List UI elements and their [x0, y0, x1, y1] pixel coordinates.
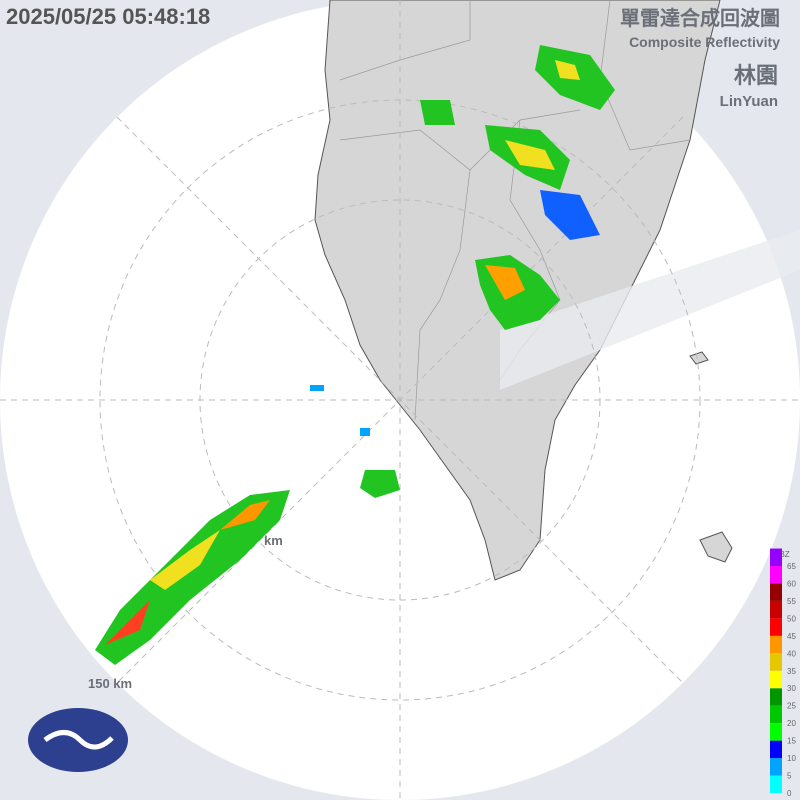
legend-swatch — [770, 670, 782, 689]
legend-swatch — [770, 705, 782, 724]
echoes — [95, 45, 615, 665]
legend: 0 5 10 15 20 25 30 35 40 45 50 55 60 65 — [770, 548, 796, 798]
beam-blockage — [500, 230, 800, 390]
legend-swatch — [770, 548, 782, 566]
legend-swatch — [770, 635, 782, 654]
legend-swatch — [770, 566, 782, 584]
legend-swatch — [770, 600, 782, 619]
island — [699, 531, 733, 563]
legend-tick-label: 60 — [787, 579, 796, 588]
legend-tick-label: 65 — [787, 562, 796, 571]
legend-tick-label: 45 — [787, 632, 796, 641]
legend-swatch — [770, 775, 782, 793]
title-zh: 單雷達合成回波圖 — [620, 6, 780, 30]
legend-tick-label: 40 — [787, 649, 796, 658]
station-zh: 林園 — [734, 63, 778, 88]
logo — [28, 708, 128, 772]
ring-label: 150 km — [88, 676, 132, 691]
legend-swatch — [770, 723, 782, 741]
legend-tick-label: 55 — [787, 597, 796, 606]
legend-swatch — [770, 583, 782, 601]
legend-swatch — [770, 653, 782, 671]
legend-tick-label: 30 — [787, 684, 796, 693]
legend-tick-label: 15 — [787, 737, 796, 746]
legend-tick-label: 35 — [787, 667, 796, 676]
legend-swatch — [770, 618, 782, 636]
legend-tick-label: 5 — [787, 772, 792, 781]
ring-label: km — [264, 533, 283, 548]
island — [689, 351, 709, 365]
legend-swatch — [770, 688, 782, 706]
legend-unit: dBZ — [775, 550, 790, 559]
legend-tick-label: 10 — [787, 754, 796, 763]
legend-tick-label: 50 — [787, 614, 796, 623]
legend-tick-label: 0 — [787, 789, 792, 798]
title-en: Composite Reflectivity — [629, 34, 780, 50]
timestamp: 2025/05/25 05:48:18 — [6, 4, 210, 29]
legend-tick-label: 25 — [787, 702, 796, 711]
legend-swatch — [770, 758, 782, 776]
legend-tick-label: 20 — [787, 719, 796, 728]
station-en: LinYuan — [720, 93, 778, 110]
legend-swatch — [770, 740, 782, 759]
